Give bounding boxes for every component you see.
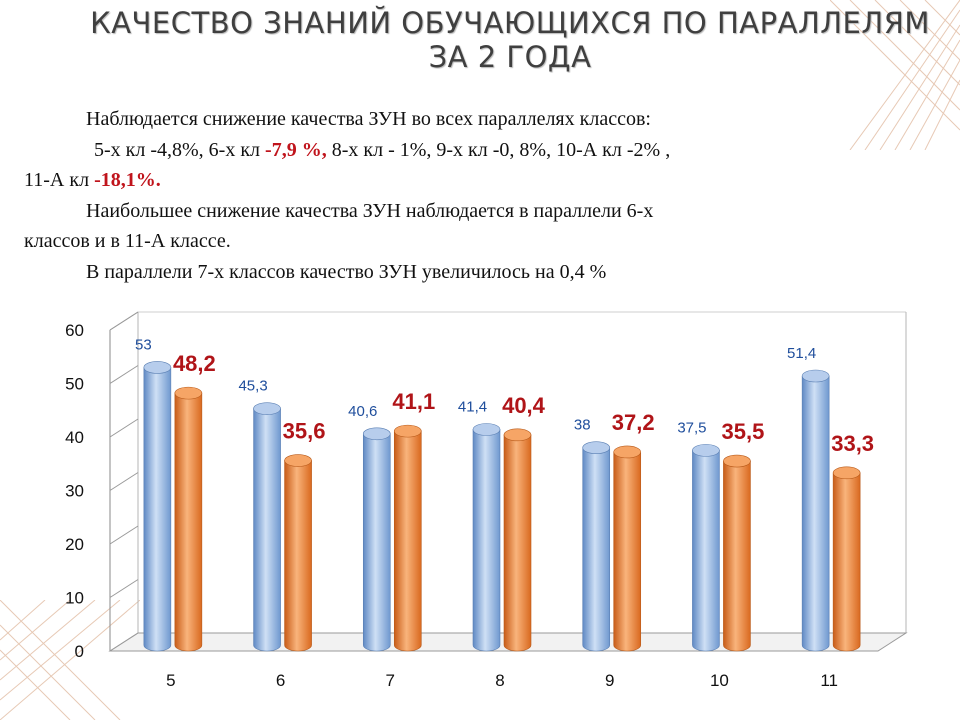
text-segment: 8-х кл - 1%, 9-х кл -0, 8%, 10-А кл -2% … (326, 138, 671, 161)
bar-cap (472, 423, 501, 436)
x-tick-label: 11 (820, 671, 838, 690)
highlight-value: -7,9 %, (265, 138, 327, 161)
bar-body (503, 434, 532, 652)
page-title: КАЧЕСТВО ЗНАНИЙ ОБУЧАЮЩИХСЯ ПО ПАРАЛЛЕЛЯ… (60, 6, 960, 74)
y-tick-label: 60 (65, 321, 84, 340)
bar-series-a (143, 361, 172, 652)
y-tick-line (109, 579, 139, 598)
bar-cap (143, 361, 172, 374)
data-label-series-a: 53 (135, 336, 152, 353)
data-label-series-a: 51,4 (787, 345, 816, 362)
summary-text: Наблюдается снижение качества ЗУН во все… (24, 104, 924, 287)
bar-cap (582, 441, 611, 455)
x-tick-label: 8 (495, 671, 504, 690)
bar-cap (832, 466, 861, 480)
title-line-1: КАЧЕСТВО ЗНАНИЙ ОБУЧАЮЩИХСЯ ПО ПАРАЛЛЕЛЯ… (90, 6, 930, 40)
bar-cap (284, 454, 312, 467)
bar-cap (723, 454, 751, 468)
bar-cap (393, 424, 422, 438)
summary-paragraph-3: 11-А кл -18,1%. (24, 165, 924, 196)
bar-series-b (393, 424, 422, 652)
chart-bars (143, 361, 861, 652)
y-tick-line (109, 472, 139, 491)
data-label-series-a: 38 (574, 417, 591, 434)
bar-body (472, 429, 501, 652)
text-segment: 11-А кл (24, 169, 95, 191)
y-tick-label: 10 (65, 589, 84, 608)
data-label-series-b: 37,2 (612, 410, 655, 435)
title-line-2: ЗА 2 ГОДА (428, 40, 592, 74)
summary-paragraph-5: классов и в 11-А классе. (24, 230, 231, 252)
chart-labels: 53 48,2 45,3 35,6 40,6 41,1 41,4 40,4 38 37,2 37,5… (135, 336, 874, 455)
bar-series-b (832, 466, 861, 652)
bar-cap (253, 402, 281, 415)
bar-series-b (503, 428, 532, 652)
bar-series-a (472, 423, 501, 652)
bar-series-a (253, 402, 281, 652)
bar-body (393, 430, 422, 652)
bar-body (174, 392, 203, 652)
data-label-series-a: 40,6 (348, 403, 377, 420)
bar-series-b (613, 445, 642, 652)
data-label-series-b: 41,1 (392, 389, 435, 414)
bar-cap (174, 386, 203, 400)
summary-paragraph-6: В параллели 7-х классов качество ЗУН уве… (86, 260, 607, 283)
summary-paragraph-1: Наблюдается снижение качества ЗУН во все… (86, 108, 651, 130)
bar-body (801, 375, 830, 652)
bar-body (253, 408, 281, 652)
x-tick-label: 9 (605, 671, 614, 690)
y-tick-line (109, 311, 139, 331)
y-tick-label: 40 (65, 428, 84, 447)
data-label-series-b: 35,5 (722, 419, 765, 444)
y-tick-label: 50 (65, 375, 84, 394)
y-tick-line (109, 525, 139, 545)
summary-paragraph-2: 5-х кл -4,8%, 6-х кл -7,9 %, 8-х кл - 1%… (24, 135, 924, 166)
bar-body (143, 367, 172, 652)
bar-series-a (362, 427, 391, 652)
bar-body (832, 472, 861, 652)
bar-body (582, 447, 611, 652)
bar-body (692, 450, 720, 652)
data-label-series-b: 48,2 (173, 351, 216, 376)
y-tick-label: 20 (65, 535, 84, 554)
bar-body (723, 460, 751, 652)
bar-series-b (284, 454, 312, 652)
bar-series-a (801, 369, 830, 652)
bar-body (613, 451, 642, 652)
x-tick-label: 7 (386, 671, 395, 690)
bar-cap (613, 445, 642, 459)
data-label-series-a: 41,4 (458, 399, 487, 416)
bar-series-a (692, 444, 720, 652)
data-label-series-a: 45,3 (238, 378, 267, 395)
bar-series-b (174, 386, 203, 652)
x-tick-label: 5 (166, 671, 175, 690)
y-tick-line (109, 418, 139, 438)
bar-series-a (582, 441, 611, 652)
bar-body (284, 460, 312, 652)
x-tick-label: 6 (276, 671, 285, 690)
bar-cap (503, 428, 532, 442)
data-label-series-b: 33,3 (831, 431, 874, 456)
data-label-series-b: 35,6 (283, 419, 326, 444)
data-label-series-b: 40,4 (502, 393, 546, 418)
highlight-value: -18,1%. (94, 169, 161, 191)
y-tick-label: 0 (75, 642, 84, 661)
y-tick-line (109, 365, 139, 384)
bar-cap (692, 444, 720, 457)
x-tick-label: 10 (710, 671, 729, 690)
data-label-series-a: 37,5 (677, 419, 706, 436)
bar-cap (362, 427, 391, 441)
text-segment: 5-х кл -4,8%, 6-х кл (94, 138, 266, 161)
summary-paragraph-4: Наибольшее снижение качества ЗУН наблюда… (86, 199, 654, 222)
bar-cap (801, 369, 830, 383)
bar-series-b (723, 454, 751, 652)
y-tick-label: 30 (65, 482, 84, 501)
bar-body (362, 433, 391, 652)
y-tick-line (109, 632, 139, 652)
